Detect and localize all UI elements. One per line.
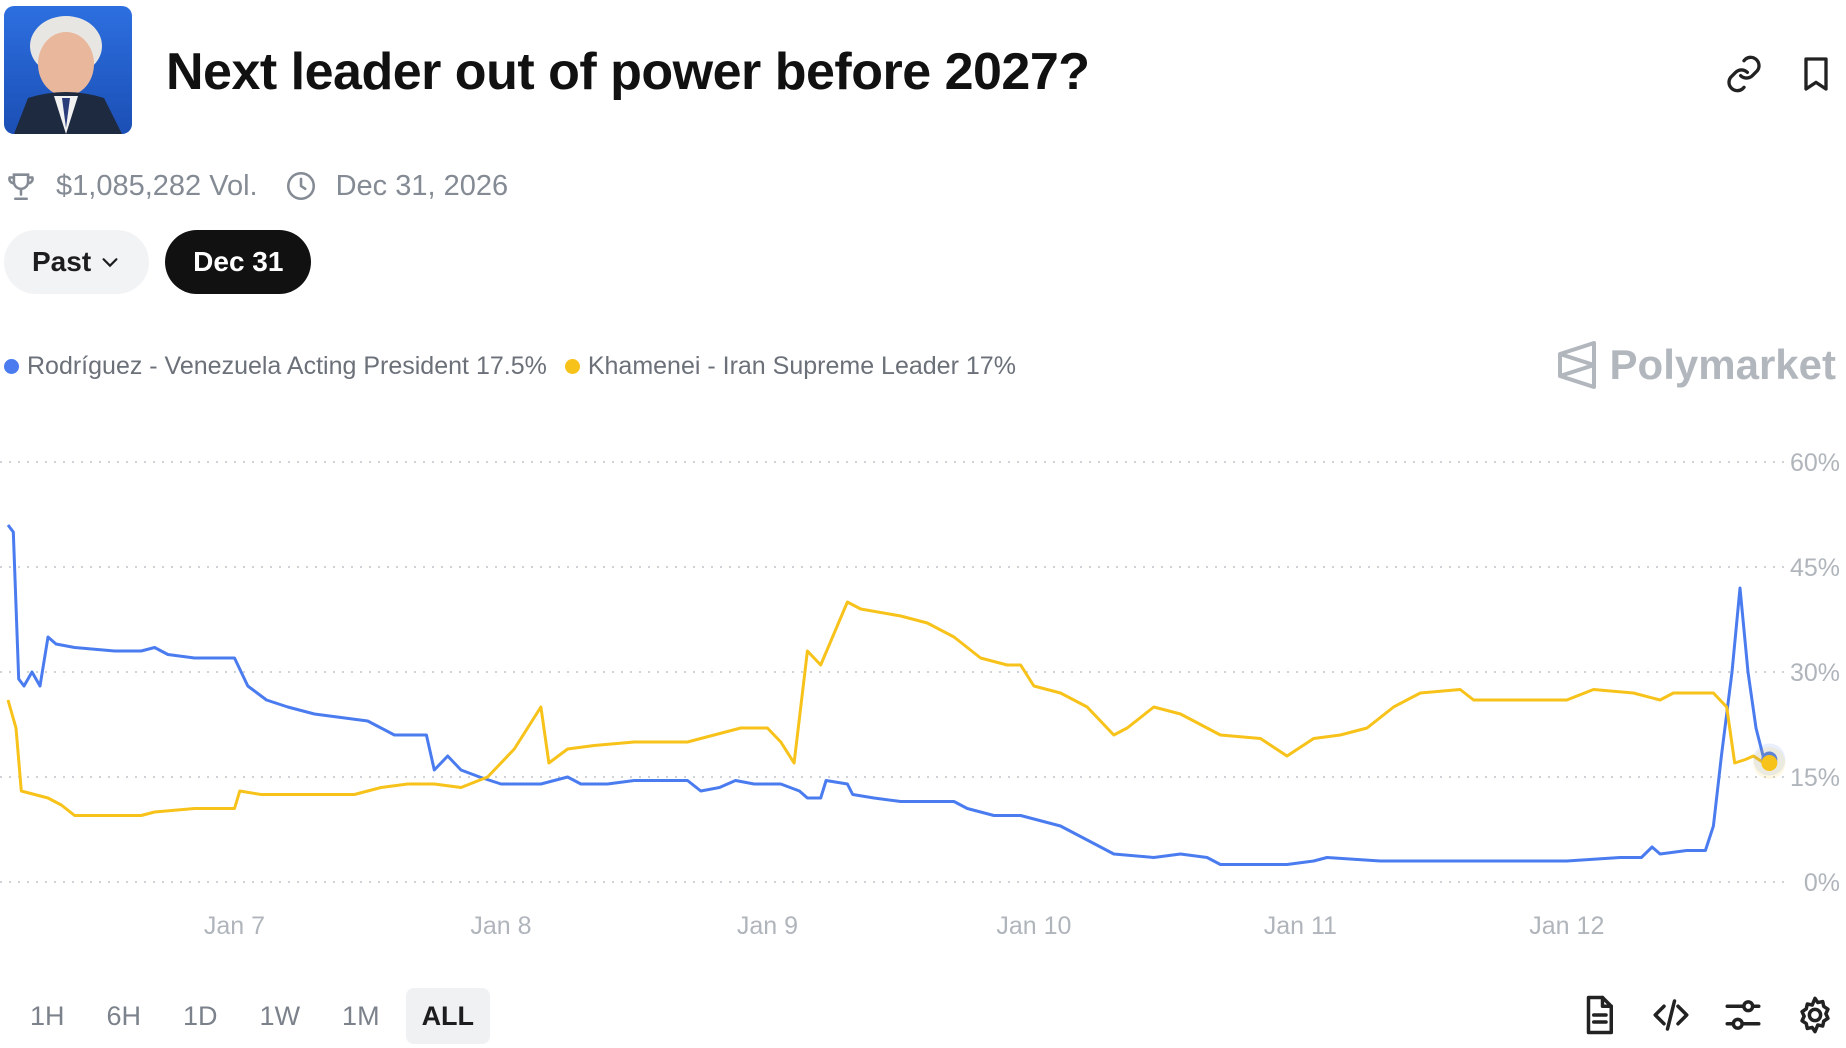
end-marker-dot (1761, 755, 1778, 771)
legend-dot-blue (4, 359, 19, 374)
y-tick-label: 30% (1790, 659, 1840, 687)
legend-value: 17.5% (475, 352, 547, 380)
market-header: Next leader out of power before 2027? (4, 6, 1842, 136)
date-filter-pills: Past Dec 31 (4, 230, 312, 294)
settings-gear-icon[interactable] (1794, 994, 1836, 1036)
link-icon[interactable] (1724, 54, 1764, 94)
polymarket-watermark: Polymarket (1556, 340, 1836, 390)
y-tick-label: 0% (1804, 869, 1840, 897)
sliders-icon[interactable] (1722, 994, 1764, 1036)
range-button-1m[interactable]: 1M (342, 1001, 380, 1031)
y-tick-label: 60% (1790, 449, 1840, 477)
market-meta: $1,085,282 Vol. Dec 31, 2026 (4, 166, 508, 206)
past-label: Past (32, 246, 92, 277)
price-history-chart[interactable]: 60% 45% 30% 15% 0% Jan 7 Jan 8 Jan 9 Jan 10 Jan 1… (0, 420, 1846, 980)
document-icon[interactable] (1578, 994, 1620, 1036)
bookmark-icon[interactable] (1796, 54, 1836, 94)
chevron-down-icon (102, 258, 118, 268)
x-tick-label: Jan 8 (470, 912, 531, 940)
brand-name: Polymarket (1609, 341, 1836, 388)
legend-item-rodriguez: Rodríguez - Venezuela Acting President 1… (4, 352, 547, 381)
legend-label: Rodríguez - Venezuela Acting President (27, 352, 469, 380)
volume-text: $1,085,282 Vol. (56, 169, 258, 202)
y-tick-label: 15% (1790, 764, 1840, 792)
chart-legend: Rodríguez - Venezuela Acting President 1… (4, 352, 1034, 381)
legend-value: 17% (965, 352, 1016, 380)
legend-label: Khamenei - Iran Supreme Leader (587, 352, 959, 380)
legend-item-khamenei: Khamenei - Iran Supreme Leader 17% (564, 352, 1016, 381)
range-button-1h[interactable]: 1H (30, 1001, 65, 1031)
polymarket-logo-icon (1557, 341, 1596, 389)
series-line-1 (6, 600, 1770, 817)
x-tick-label: Jan 11 (1264, 912, 1337, 940)
market-thumbnail (4, 6, 132, 134)
chart-tools (1578, 994, 1836, 1036)
x-tick-label: Jan 12 (1529, 912, 1604, 940)
y-tick-label: 45% (1790, 554, 1840, 582)
x-tick-label: Jan 10 (996, 912, 1071, 940)
range-button-all[interactable]: ALL (405, 988, 491, 1044)
series-line-0 (6, 524, 1770, 866)
end-date-text: Dec 31, 2026 (335, 169, 509, 202)
range-button-1d[interactable]: 1D (183, 1001, 218, 1031)
range-button-6h[interactable]: 6H (106, 1001, 142, 1031)
page-title: Next leader out of power before 2027? (166, 43, 1090, 101)
legend-dot-yellow (564, 359, 580, 374)
selected-date-pill[interactable]: Dec 31 (165, 230, 312, 294)
past-dropdown-button[interactable]: Past (4, 230, 150, 294)
x-tick-label: Jan 7 (204, 912, 265, 940)
time-range-selector: 1H 6H 1D 1W 1M ALL (14, 988, 491, 1044)
clock-icon (286, 171, 315, 201)
x-tick-label: Jan 9 (737, 912, 798, 940)
selected-date-label: Dec 31 (193, 246, 284, 277)
trophy-icon (8, 173, 34, 201)
range-button-1w[interactable]: 1W (259, 1001, 301, 1031)
embed-code-icon[interactable] (1650, 994, 1692, 1036)
